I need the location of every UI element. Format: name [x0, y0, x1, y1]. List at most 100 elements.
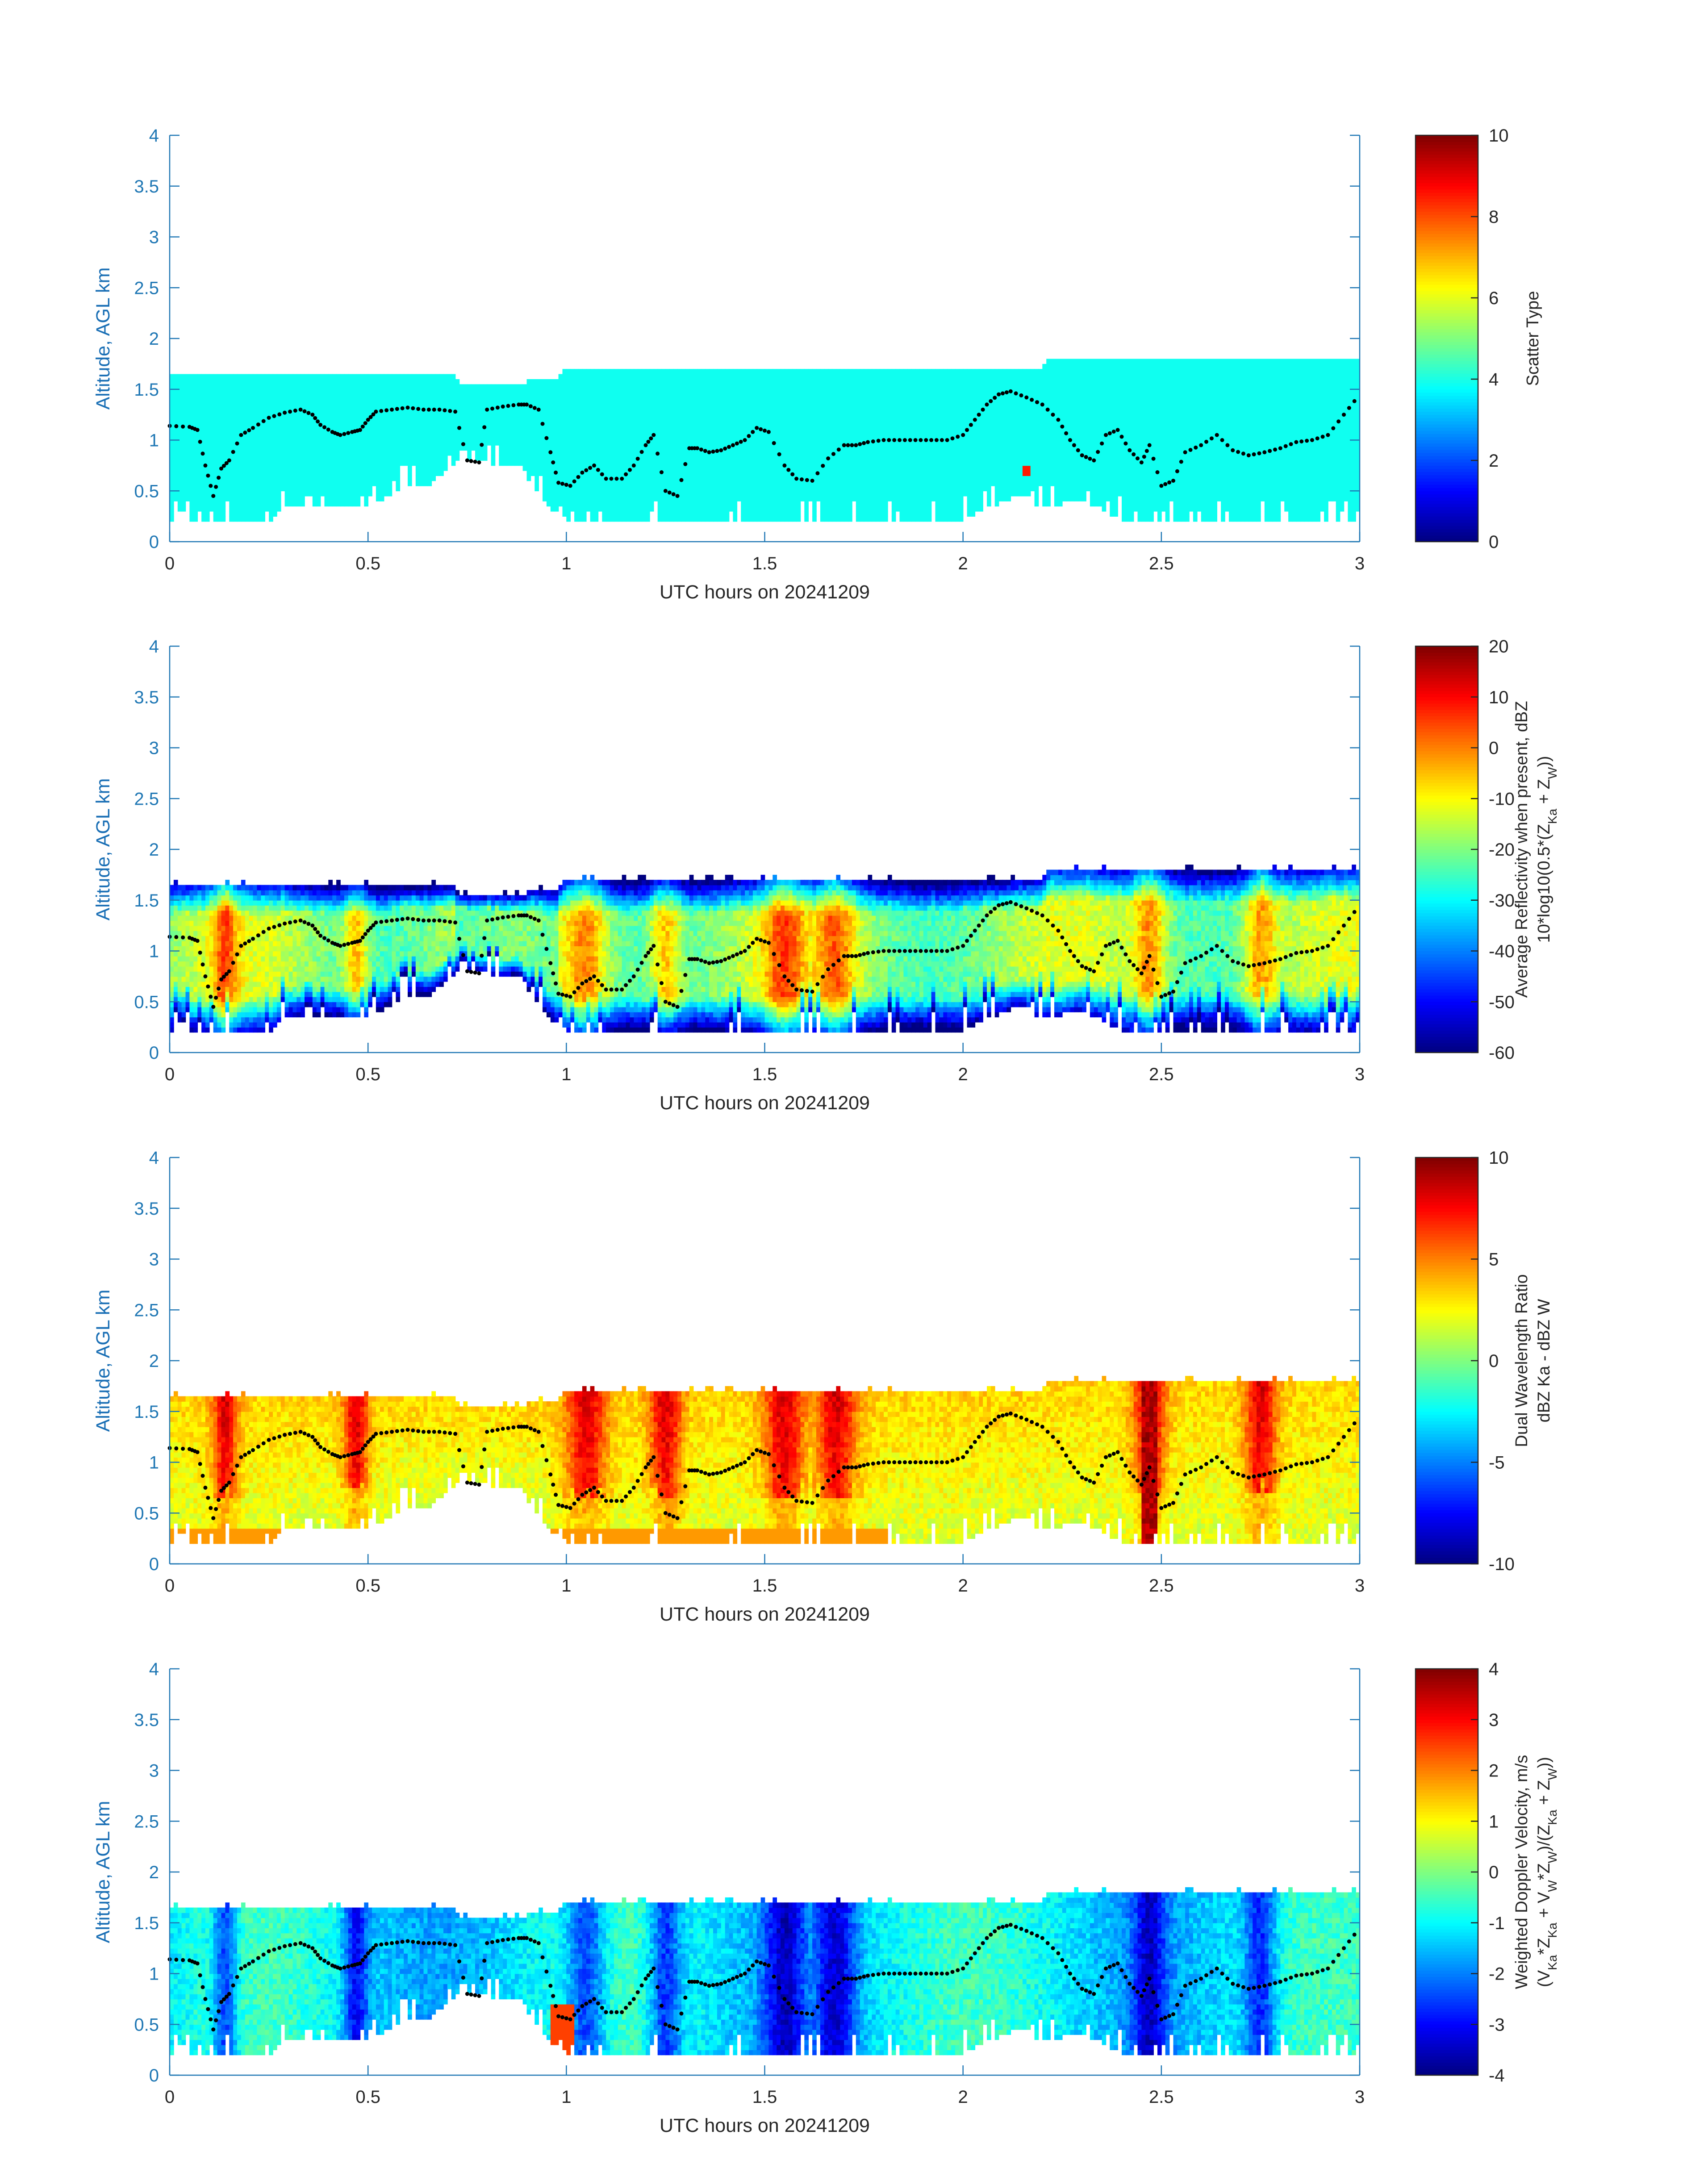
heatmap-cell: [253, 415, 258, 420]
heatmap-cell: [352, 409, 357, 415]
heatmap-cell: [229, 511, 234, 517]
heatmap-cell: [221, 374, 226, 380]
heatmap-cell: [614, 450, 618, 455]
heatmap-cell: [563, 394, 567, 400]
heatmap-cell: [665, 420, 670, 425]
heatmap-cell: [566, 435, 571, 440]
heatmap-cell: [483, 389, 488, 395]
heatmap-cell: [416, 430, 420, 435]
heatmap-cell: [443, 384, 448, 389]
heatmap-cell: [301, 501, 305, 506]
heatmap-cell: [563, 374, 567, 380]
heatmap-cell: [285, 486, 289, 491]
heatmap-cell: [360, 486, 364, 491]
heatmap-cell: [582, 394, 587, 400]
heatmap-cell: [384, 450, 388, 455]
heatmap-cell: [178, 420, 182, 425]
heatmap-cell: [376, 496, 380, 501]
heatmap-cell: [642, 460, 646, 466]
heatmap-cell: [229, 465, 234, 471]
heatmap-cell: [527, 445, 531, 451]
heatmap-cell: [309, 486, 313, 491]
heatmap-cell: [582, 440, 587, 446]
heatmap-cell: [265, 455, 269, 461]
heatmap-cell: [435, 394, 440, 400]
heatmap-cell: [328, 389, 333, 395]
heatmap-cell: [523, 394, 527, 400]
heatmap-cell: [328, 450, 333, 455]
heatmap-cell: [420, 430, 424, 435]
heatmap-cell: [317, 400, 321, 405]
heatmap-cell: [626, 409, 631, 415]
heatmap-cell: [701, 496, 706, 501]
heatmap-cell: [566, 405, 571, 410]
heatmap-cell: [376, 476, 380, 481]
heatmap-cell: [594, 440, 599, 446]
heatmap-cell: [669, 435, 674, 440]
heatmap-cell: [443, 445, 448, 451]
heatmap-cell: [182, 415, 186, 420]
heatmap-cell: [578, 420, 583, 425]
heatmap-cell: [475, 435, 480, 440]
heatmap-cell: [602, 394, 606, 400]
heatmap-cell: [189, 501, 194, 506]
heatmap-cell: [380, 435, 384, 440]
heatmap-cell: [424, 415, 428, 420]
heatmap-cell: [277, 379, 281, 384]
heatmap-cell: [336, 476, 341, 481]
heatmap-cell: [305, 420, 309, 425]
heatmap-cell: [630, 369, 635, 374]
heatmap-cell: [503, 420, 507, 425]
heatmap-cell: [606, 511, 610, 517]
heatmap-cell: [233, 496, 238, 501]
heatmap-cell: [313, 374, 317, 380]
heatmap-cell: [197, 374, 202, 380]
heatmap-cell: [189, 440, 194, 446]
heatmap-cell: [590, 501, 595, 506]
heatmap-cell: [527, 435, 531, 440]
heatmap-cell: [598, 496, 602, 501]
heatmap-cell: [511, 435, 515, 440]
heatmap-cell: [217, 425, 222, 430]
heatmap-cell: [225, 430, 230, 435]
heatmap-cell: [328, 415, 333, 420]
heatmap-cell: [689, 425, 694, 430]
heatmap-cell: [427, 389, 432, 395]
heatmap-cell: [348, 394, 353, 400]
heatmap-cell: [646, 511, 650, 517]
heatmap-cell: [598, 486, 602, 491]
heatmap-cell: [610, 455, 614, 461]
heatmap-cell: [241, 496, 246, 501]
heatmap-cell: [697, 465, 702, 471]
heatmap-cell: [309, 389, 313, 395]
heatmap-cell: [455, 440, 460, 446]
heatmap-cell: [598, 491, 602, 496]
heatmap-cell: [689, 506, 694, 511]
heatmap-cell: [384, 400, 388, 405]
heatmap-cell: [301, 415, 305, 420]
heatmap-cell: [174, 496, 178, 501]
heatmap-cell: [305, 425, 309, 430]
heatmap-cell: [483, 435, 488, 440]
heatmap-cell: [650, 389, 654, 395]
heatmap-cell: [697, 496, 702, 501]
heatmap-cell: [582, 369, 587, 374]
heatmap-cell: [396, 420, 400, 425]
heatmap-cell: [602, 506, 606, 511]
heatmap-cell: [547, 379, 551, 384]
heatmap-cell: [507, 460, 511, 466]
heatmap-cell: [269, 506, 273, 511]
heatmap-cell: [693, 506, 698, 511]
heatmap-cell: [622, 379, 626, 384]
heatmap-cell: [669, 394, 674, 400]
heatmap-cell: [697, 511, 702, 517]
heatmap-cell: [233, 506, 238, 511]
heatmap-cell: [356, 415, 361, 420]
heatmap-cell: [245, 445, 250, 451]
heatmap-cell: [443, 389, 448, 395]
heatmap-cell: [352, 379, 357, 384]
heatmap-cell: [269, 420, 273, 425]
heatmap-cell: [392, 394, 397, 400]
heatmap-cell: [503, 450, 507, 455]
heatmap-cell: [237, 389, 242, 395]
